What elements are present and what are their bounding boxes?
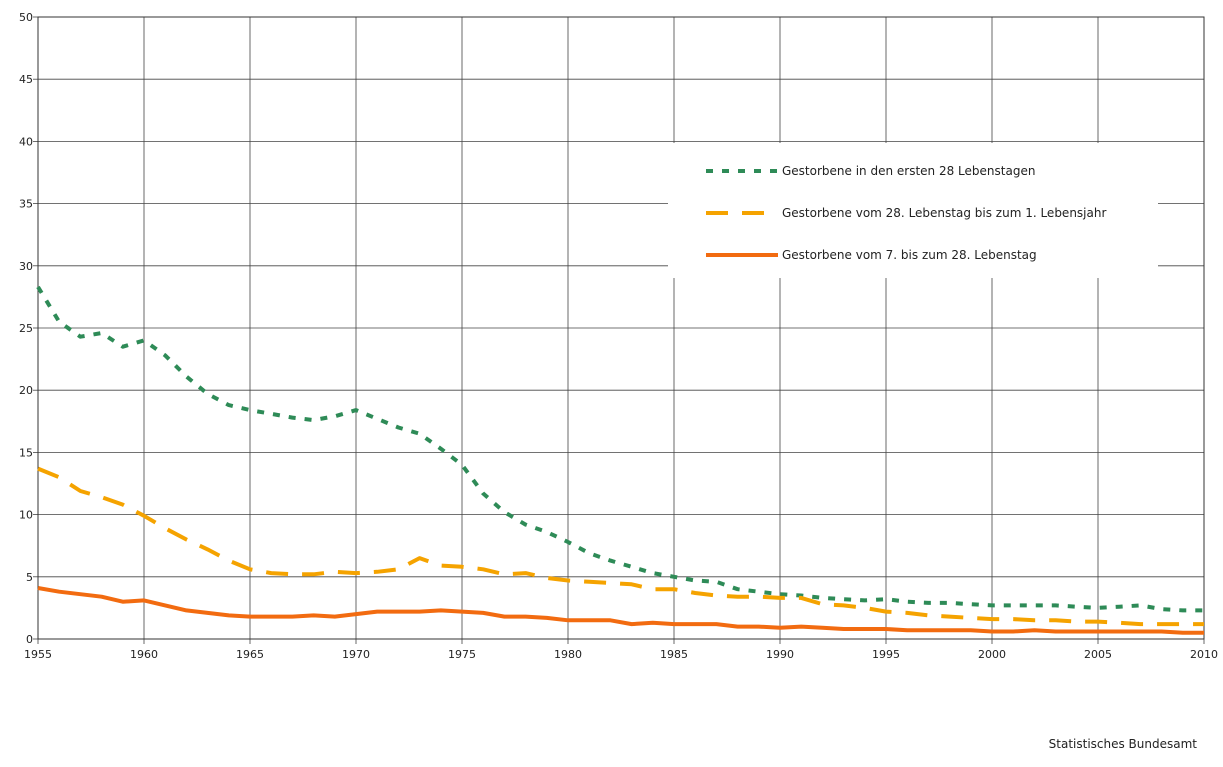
x-tick-label: 1965 xyxy=(236,648,264,661)
legend: Gestorbene in den ersten 28 Lebenstagen G… xyxy=(668,143,1158,278)
x-tick-label: 1990 xyxy=(766,648,794,661)
legend-label-3: Gestorbene vom 7. bis zum 28. Lebenstag xyxy=(782,248,1037,262)
y-tick-label: 25 xyxy=(19,322,33,335)
axes xyxy=(33,16,1205,644)
tick-labels: 1955 1960 1965 1970 1975 1980 1985 1990 1995 2000… xyxy=(19,11,1218,661)
x-tick-label: 2005 xyxy=(1084,648,1112,661)
grid-lines xyxy=(37,16,1205,640)
y-tick-label: 35 xyxy=(19,198,33,211)
x-tick-label: 1975 xyxy=(448,648,476,661)
y-tick-label: 40 xyxy=(19,135,33,148)
series-lines xyxy=(36,285,1204,635)
x-tick-label: 1995 xyxy=(872,648,900,661)
y-tick-label: 5 xyxy=(26,571,33,584)
x-tick-label: 2010 xyxy=(1190,648,1218,661)
x-tick-label: 1955 xyxy=(24,648,52,661)
y-tick-label: 15 xyxy=(19,446,33,459)
series-line-3 xyxy=(37,586,1204,635)
legend-label-2: Gestorbene vom 28. Lebenstag bis zum 1. … xyxy=(782,206,1106,220)
plot-frame xyxy=(37,16,1205,640)
series-line-1 xyxy=(36,285,1204,613)
x-tick-label: 1960 xyxy=(130,648,158,661)
y-tick-label: 50 xyxy=(19,11,33,24)
y-tick-label: 20 xyxy=(19,384,33,397)
series-line-2 xyxy=(37,466,1204,627)
x-tick-label: 1985 xyxy=(660,648,688,661)
source-label: Statistisches Bundesamt xyxy=(1048,737,1197,751)
y-tick-label: 10 xyxy=(19,509,33,522)
legend-label-1: Gestorbene in den ersten 28 Lebenstagen xyxy=(782,164,1035,178)
x-tick-label: 2000 xyxy=(978,648,1006,661)
y-tick-label: 30 xyxy=(19,260,33,273)
y-tick-label: 45 xyxy=(19,73,33,86)
x-tick-label: 1980 xyxy=(554,648,582,661)
x-tick-label: 1970 xyxy=(342,648,370,661)
y-tick-label: 0 xyxy=(26,633,33,646)
